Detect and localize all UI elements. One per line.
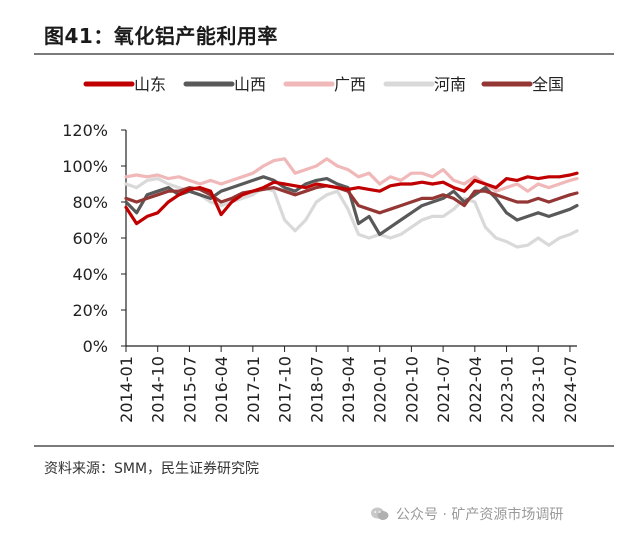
title-divider (34, 53, 614, 55)
y-tick-label: 80% (72, 193, 108, 212)
legend-label-山西: 山西 (234, 75, 266, 94)
wechat-icon (371, 507, 389, 520)
y-tick-label: 120% (62, 121, 108, 140)
x-tick-label: 2023-01 (498, 356, 517, 423)
series-line-全国 (124, 184, 579, 215)
x-tick-label: 2021-07 (434, 356, 453, 423)
y-tick-label: 60% (72, 229, 108, 248)
watermark-text: 公众号 · 矿产资源市场调研 (396, 507, 564, 523)
y-tick-label: 0% (83, 337, 108, 356)
line-chart: 山东 山西 广西 河南 全国 0% 20% 40% 60% 80% 100% 120% 2014-01… (62, 75, 580, 423)
source-note: 资料来源：SMM，民生证券研究院 (44, 461, 260, 477)
x-tick-label: 2014-10 (149, 356, 168, 423)
y-tick-label: 40% (72, 265, 108, 284)
x-tick-label: 2019-04 (339, 356, 358, 423)
x-tick-label: 2015-07 (180, 356, 199, 423)
x-tick-label: 2020-10 (402, 356, 421, 423)
x-tick-label: 2017-01 (244, 356, 263, 423)
legend-label-广西: 广西 (334, 75, 366, 94)
x-tick-label: 2017-10 (276, 356, 295, 423)
watermark: 公众号 · 矿产资源市场调研 (370, 504, 563, 524)
series-line-广西 (124, 157, 579, 193)
legend-label-河南: 河南 (434, 75, 466, 94)
legend: 山东 山西 广西 河南 全国 (83, 75, 564, 94)
x-tick-label: 2022-04 (466, 356, 485, 423)
series-line-山西 (124, 175, 579, 236)
x-tick-label: 2014-01 (117, 356, 136, 423)
x-tick-label: 2023-10 (529, 356, 548, 423)
series-line-山东 (124, 171, 579, 226)
y-tick-label: 20% (72, 301, 108, 320)
x-tick-label: 2024-07 (561, 356, 580, 423)
x-tick-label: 2020-01 (371, 356, 390, 423)
axes: 0% 20% 40% 60% 80% 100% 120% 2014-01 2014-10 2015… (62, 121, 580, 423)
x-tick-label: 2018-07 (307, 356, 326, 423)
legend-label-全国: 全国 (532, 75, 564, 94)
x-tick-label: 2016-04 (212, 356, 231, 423)
page-title: 图41：氧化铝产能利用率 (44, 24, 278, 48)
y-tick-label: 100% (62, 157, 108, 176)
plot-area (124, 157, 579, 249)
legend-label-山东: 山东 (134, 75, 166, 94)
footer-divider (34, 445, 614, 447)
